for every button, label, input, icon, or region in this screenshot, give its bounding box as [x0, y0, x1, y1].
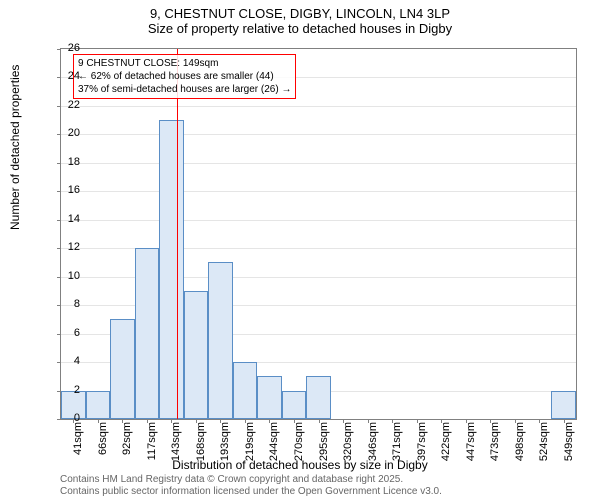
ytick-label: 26 — [60, 42, 80, 54]
ytick-label: 6 — [60, 327, 80, 339]
y-axis-label: Number of detached properties — [8, 65, 22, 230]
footer-credit: Contains HM Land Registry data © Crown c… — [60, 474, 442, 498]
xtick-label: 270sqm — [293, 422, 305, 462]
ytick-label: 14 — [60, 213, 80, 225]
ytick-label: 22 — [60, 99, 80, 111]
xtick-label: 295sqm — [318, 422, 330, 462]
ytick-label: 18 — [60, 156, 80, 168]
ytick-label: 4 — [60, 355, 80, 367]
xtick-label: 346sqm — [367, 422, 379, 462]
xtick-label: 320sqm — [342, 422, 354, 462]
xtick-label: 371sqm — [391, 422, 403, 462]
annotation-line: 37% of semi-detached houses are larger (… — [78, 83, 291, 96]
annotation-line: 9 CHESTNUT CLOSE: 149sqm — [78, 57, 291, 70]
xtick-label: 397sqm — [416, 422, 428, 462]
histogram-bar — [257, 376, 282, 419]
annotation-line: ← 62% of detached houses are smaller (44… — [78, 70, 291, 83]
marker-line — [177, 49, 178, 419]
xtick-label: 92sqm — [121, 422, 133, 462]
gridline — [61, 191, 576, 192]
footer-line2: Contains public sector information licen… — [60, 486, 442, 498]
xtick-label: 219sqm — [244, 422, 256, 462]
histogram-bar — [135, 248, 160, 419]
xtick-label: 143sqm — [170, 422, 182, 462]
xtick-label: 473sqm — [489, 422, 501, 462]
xtick-label: 193sqm — [219, 422, 231, 462]
histogram-bar — [306, 376, 331, 419]
histogram-bar — [184, 291, 209, 419]
ytick-label: 8 — [60, 298, 80, 310]
ytick-label: 12 — [60, 241, 80, 253]
gridline — [61, 134, 576, 135]
ytick-label: 20 — [60, 127, 80, 139]
ytick-label: 2 — [60, 384, 80, 396]
histogram-bar — [233, 362, 258, 419]
histogram-bar — [208, 262, 233, 419]
title-main: 9, CHESTNUT CLOSE, DIGBY, LINCOLN, LN4 3… — [0, 0, 600, 21]
footer-line1: Contains HM Land Registry data © Crown c… — [60, 474, 442, 486]
annotation-box: 9 CHESTNUT CLOSE: 149sqm← 62% of detache… — [73, 54, 296, 99]
ytick-label: 24 — [60, 70, 80, 82]
histogram-bar — [110, 319, 135, 419]
histogram-bar — [86, 391, 111, 419]
chart-container: 9, CHESTNUT CLOSE, DIGBY, LINCOLN, LN4 3… — [0, 0, 600, 500]
plot-area: 9 CHESTNUT CLOSE: 149sqm← 62% of detache… — [60, 48, 577, 420]
histogram-bar — [551, 391, 576, 419]
xtick-label: 524sqm — [538, 422, 550, 462]
ytick-label: 16 — [60, 184, 80, 196]
ytick-label: 10 — [60, 270, 80, 282]
histogram-bar — [159, 120, 184, 419]
histogram-bar — [282, 391, 307, 419]
gridline — [61, 220, 576, 221]
xtick-label: 244sqm — [268, 422, 280, 462]
xtick-label: 41sqm — [72, 422, 84, 462]
xtick-label: 498sqm — [514, 422, 526, 462]
xtick-label: 422sqm — [440, 422, 452, 462]
gridline — [61, 106, 576, 107]
xtick-label: 66sqm — [97, 422, 109, 462]
xtick-label: 168sqm — [195, 422, 207, 462]
xtick-label: 447sqm — [465, 422, 477, 462]
xtick-label: 117sqm — [146, 422, 158, 462]
title-sub: Size of property relative to detached ho… — [0, 21, 600, 36]
gridline — [61, 163, 576, 164]
xtick-label: 549sqm — [563, 422, 575, 462]
